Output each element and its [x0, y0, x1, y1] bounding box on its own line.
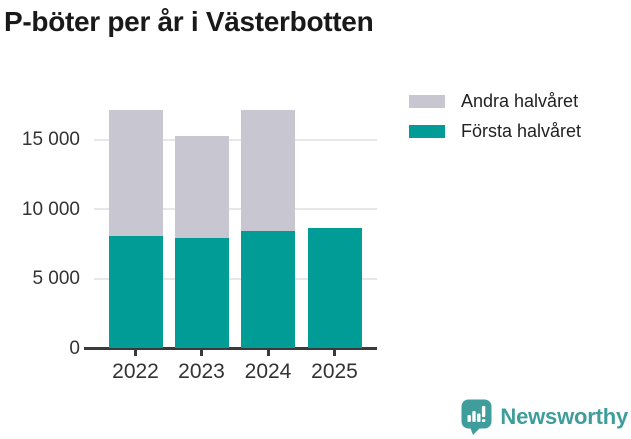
- bar-2022-f-rsta-halv-ret: [108, 236, 163, 348]
- legend-label-forsta-halvaret: Första halvåret: [461, 121, 582, 141]
- bar-2023-andra-halv-ret: [174, 136, 229, 239]
- x-tick-2024: [266, 350, 270, 356]
- y-tick-label-0: 0: [69, 337, 80, 359]
- bar-2023-f-rsta-halv-ret: [174, 238, 229, 348]
- x-tick-2023: [200, 350, 203, 356]
- x-tick-label-2025: 2025: [311, 360, 358, 383]
- legend-label-andra-halvaret: Andra halvåret: [461, 91, 579, 111]
- bar-2024-andra-halv-ret: [241, 110, 295, 232]
- x-tick-label-2024: 2024: [244, 360, 292, 383]
- legend-swatch-forsta-halvaret: [409, 125, 445, 138]
- legend-swatch-andra-halvaret: [409, 95, 445, 108]
- gridline-15000: [94, 138, 377, 141]
- gridline-5000: [94, 277, 377, 280]
- newsworthy-branding: Newsworthy: [461, 399, 628, 435]
- bar-2025-f-rsta-halv-ret: [307, 228, 362, 348]
- x-tick-2025: [333, 350, 336, 356]
- legend: Andra halvåret Första halvåret: [409, 91, 581, 142]
- x-axis-line: [84, 347, 377, 350]
- bar-2022-andra-halv-ret: [108, 109, 163, 237]
- y-tick-label-10000: 10 000: [21, 198, 80, 220]
- legend-item-forsta-halvaret: Första halvåret: [409, 121, 581, 142]
- newsworthy-logo-icon: [461, 399, 492, 435]
- bar-2024-f-rsta-halv-ret: [241, 231, 295, 348]
- newsworthy-wordmark: Newsworthy: [500, 404, 628, 429]
- gridline-10000: [94, 208, 377, 210]
- legend-item-andra-halvaret: Andra halvåret: [409, 91, 581, 112]
- x-tick-2022: [134, 350, 137, 356]
- x-tick-label-2022: 2022: [112, 360, 159, 383]
- x-tick-label-2023: 2023: [178, 360, 225, 383]
- chart-title: P-böter per år i Västerbotten: [4, 6, 374, 37]
- y-tick-label-15000: 15 000: [21, 129, 80, 150]
- y-tick-label-5000: 5 000: [32, 268, 80, 289]
